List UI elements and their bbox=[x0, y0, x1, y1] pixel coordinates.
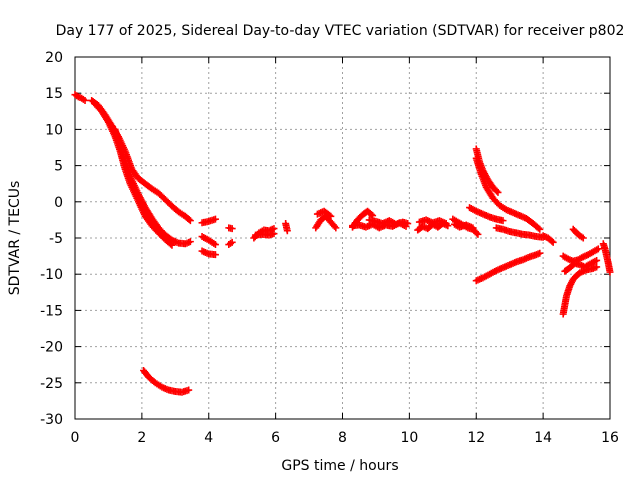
data-point-marker bbox=[283, 227, 291, 235]
data-point-marker bbox=[469, 224, 477, 232]
data-point-marker bbox=[473, 229, 481, 237]
x-tick-label: 4 bbox=[204, 430, 213, 446]
data-point-marker bbox=[185, 386, 193, 394]
data-point-marker bbox=[593, 256, 601, 264]
data-point-marker bbox=[211, 251, 219, 259]
data-point-marker bbox=[186, 238, 194, 246]
data-point-marker bbox=[494, 188, 502, 196]
x-tick-label: 6 bbox=[271, 430, 280, 446]
data-point-marker bbox=[536, 225, 544, 233]
y-tick-label: -5 bbox=[49, 231, 63, 247]
y-tick-label: 10 bbox=[45, 122, 63, 138]
data-points bbox=[71, 91, 614, 396]
data-point-marker bbox=[534, 224, 542, 232]
data-point-marker bbox=[331, 222, 339, 230]
x-tick-label: 2 bbox=[137, 430, 146, 446]
data-point-marker bbox=[606, 268, 614, 276]
data-point-marker bbox=[499, 217, 507, 225]
data-point-marker bbox=[548, 237, 556, 245]
data-point-marker bbox=[211, 215, 219, 223]
data-point-marker bbox=[325, 211, 333, 219]
data-point-marker bbox=[81, 96, 89, 104]
y-tick-label: 5 bbox=[54, 159, 63, 175]
x-tick-label: 0 bbox=[71, 430, 80, 446]
y-tick-label: 0 bbox=[54, 195, 63, 211]
y-tick-label: -20 bbox=[40, 340, 63, 356]
chart-title: Day 177 of 2025, Sidereal Day-to-day VTE… bbox=[56, 23, 625, 39]
data-point-marker bbox=[404, 220, 412, 228]
y-axis-label: SDTVAR / TECUs bbox=[7, 181, 23, 296]
data-point-marker bbox=[211, 241, 219, 249]
x-tick-label: 10 bbox=[400, 430, 418, 446]
y-tick-label: -15 bbox=[40, 303, 63, 319]
data-point-marker bbox=[270, 230, 278, 238]
x-tick-label: 12 bbox=[467, 430, 485, 446]
data-point-marker bbox=[536, 249, 544, 257]
data-point-marker bbox=[474, 230, 482, 238]
data-point-marker bbox=[594, 245, 602, 253]
data-point-marker bbox=[186, 217, 194, 225]
y-tick-label: -30 bbox=[40, 412, 63, 428]
axis-ticks: 0 2 4 6 8 10 12 14 16 -30 -25 -20 -15 -10 -5 0 5 10 15 20 bbox=[40, 50, 619, 446]
y-tick-label: -25 bbox=[40, 376, 63, 392]
data-point-marker bbox=[493, 187, 501, 195]
y-tick-label: -10 bbox=[40, 267, 63, 283]
data-point-marker bbox=[228, 225, 236, 233]
data-point-marker bbox=[185, 216, 193, 224]
data-point-marker bbox=[228, 238, 236, 246]
y-tick-label: 15 bbox=[45, 86, 63, 102]
data-point-marker bbox=[593, 263, 601, 271]
data-point-marker bbox=[327, 212, 335, 220]
x-tick-label: 8 bbox=[338, 430, 347, 446]
data-point-marker bbox=[442, 220, 450, 228]
data-point-marker bbox=[332, 224, 340, 232]
x-axis-label: GPS time / hours bbox=[281, 458, 398, 474]
x-tick-label: 14 bbox=[534, 430, 552, 446]
data-point-marker bbox=[579, 234, 587, 242]
data-point-marker bbox=[549, 238, 557, 246]
y-tick-label: 20 bbox=[45, 50, 63, 66]
x-tick-label: 16 bbox=[601, 430, 619, 446]
